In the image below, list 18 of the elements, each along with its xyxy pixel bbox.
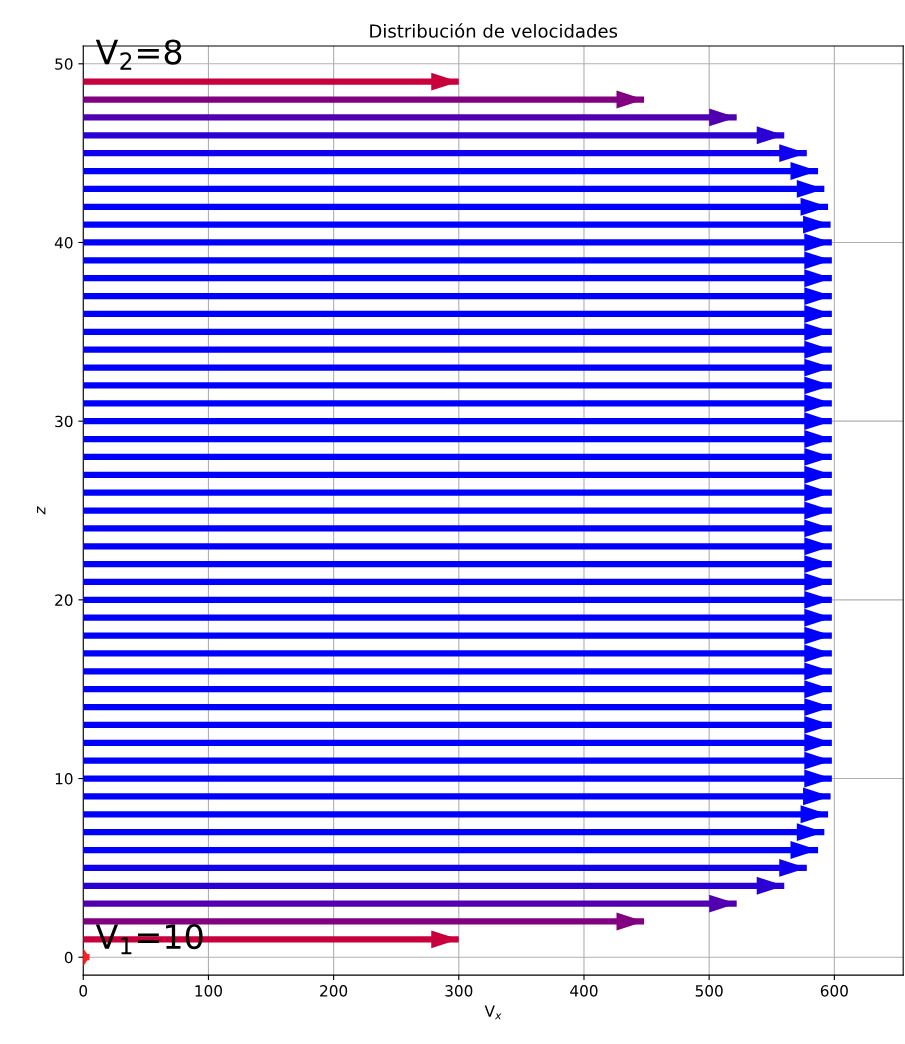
- y-tick-label: 0: [64, 951, 73, 964]
- x-tick-label: 600: [820, 985, 848, 997]
- chart-title: Distribución de velocidades: [370, 23, 618, 38]
- annotation: V$_{1}$=10: [95, 923, 203, 955]
- annotation: V$_{2}$=8: [95, 39, 182, 70]
- x-tick-label: 300: [445, 985, 473, 997]
- y-axis-title: z: [37, 506, 46, 515]
- x-tick-label: 500: [695, 985, 723, 997]
- x-axis-title: V$_{x}$: [484, 1005, 502, 1020]
- x-tick-label: 200: [320, 985, 348, 997]
- y-tick-label: 20: [55, 594, 73, 606]
- y-tick-label: 50: [55, 58, 73, 70]
- x-tick-label: 400: [570, 985, 598, 997]
- x-tick-label: 0: [79, 985, 88, 997]
- y-tick-label: 30: [55, 415, 73, 428]
- y-tick-label: 40: [54, 236, 73, 249]
- y-tick-label: 10: [55, 773, 73, 785]
- x-tick-label: 100: [195, 985, 223, 997]
